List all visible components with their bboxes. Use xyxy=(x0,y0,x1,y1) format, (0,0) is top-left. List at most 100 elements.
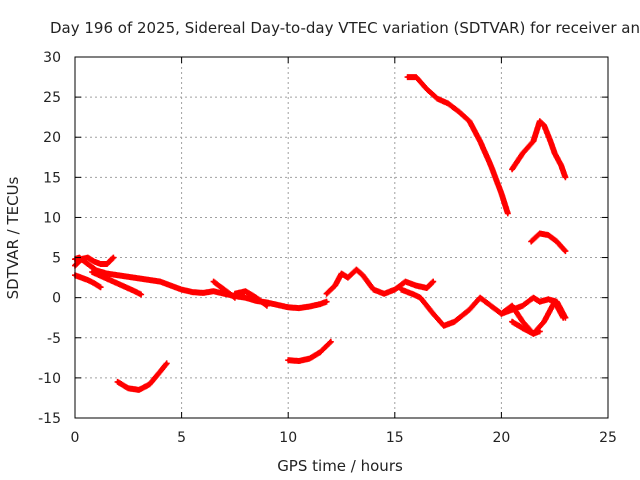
data-point xyxy=(403,280,407,284)
data-point xyxy=(190,290,194,294)
data-point xyxy=(542,320,546,324)
data-point xyxy=(137,276,141,280)
data-point xyxy=(431,280,435,284)
data-point xyxy=(406,75,410,79)
x-tick-label: 15 xyxy=(386,430,404,446)
data-point xyxy=(297,359,301,363)
series-markers xyxy=(323,266,437,297)
data-point xyxy=(489,304,493,308)
data-point xyxy=(101,275,105,279)
data-point xyxy=(201,291,205,295)
data-point xyxy=(105,262,109,266)
data-point xyxy=(555,300,559,304)
data-point xyxy=(467,119,471,123)
x-tick-label: 5 xyxy=(177,430,186,446)
data-point xyxy=(265,304,269,308)
data-point xyxy=(90,270,94,274)
series-markers xyxy=(114,360,170,393)
data-point xyxy=(531,296,535,300)
x-tick-label: 0 xyxy=(71,430,80,446)
data-point xyxy=(431,312,435,316)
data-point xyxy=(457,110,461,114)
series-markers xyxy=(285,338,334,364)
data-point xyxy=(559,163,563,167)
series-arc-8 xyxy=(285,338,334,364)
data-point xyxy=(92,281,96,285)
data-point xyxy=(233,296,237,300)
series-arc-13 xyxy=(528,230,569,255)
data-point xyxy=(478,296,482,300)
data-series xyxy=(72,74,569,393)
data-point xyxy=(393,288,397,292)
y-tick-label: -5 xyxy=(47,331,61,347)
data-point xyxy=(542,123,546,127)
data-point xyxy=(212,280,216,284)
data-point xyxy=(212,289,216,293)
data-point xyxy=(122,284,126,288)
series-markers xyxy=(509,118,569,181)
data-point xyxy=(425,87,429,91)
data-point xyxy=(555,240,559,244)
data-point xyxy=(92,260,96,264)
data-point xyxy=(133,289,137,293)
data-point xyxy=(99,285,103,289)
data-point xyxy=(563,175,567,179)
data-point xyxy=(308,357,312,361)
plot-frame xyxy=(74,56,609,419)
data-point xyxy=(111,256,115,260)
data-point xyxy=(158,280,162,284)
data-point xyxy=(165,361,169,365)
data-point xyxy=(244,289,248,293)
data-point xyxy=(361,273,365,277)
y-tick-label: 5 xyxy=(52,251,61,267)
series-arc-14 xyxy=(498,294,569,321)
data-point xyxy=(297,306,301,310)
data-point xyxy=(329,340,333,344)
data-point xyxy=(510,320,514,324)
data-point xyxy=(318,350,322,354)
y-axis-title: SDTVAR / TECUs xyxy=(4,176,22,299)
data-point xyxy=(538,329,542,333)
data-point xyxy=(325,300,329,304)
data-point xyxy=(399,288,403,292)
data-point xyxy=(499,191,503,195)
data-point xyxy=(79,276,83,280)
data-point xyxy=(489,163,493,167)
data-point xyxy=(410,292,414,296)
data-point xyxy=(126,275,130,279)
y-tick-label: -10 xyxy=(38,371,61,387)
data-point xyxy=(86,256,90,260)
data-point xyxy=(529,240,533,244)
data-point xyxy=(340,272,343,276)
data-point xyxy=(510,308,514,312)
data-point xyxy=(244,296,248,300)
data-point xyxy=(79,257,83,261)
series-markers xyxy=(404,74,511,217)
y-tick-label: 0 xyxy=(52,291,61,307)
series-arc-10 xyxy=(398,286,567,337)
series-arc-9 xyxy=(323,266,437,297)
chart-title: Day 196 of 2025, Sidereal Day-to-day VTE… xyxy=(50,19,640,37)
data-point xyxy=(425,286,429,290)
y-tick-label: 10 xyxy=(43,210,61,226)
y-tick-label: 20 xyxy=(43,130,61,146)
data-point xyxy=(546,233,550,237)
data-point xyxy=(354,268,358,272)
data-point xyxy=(521,320,525,324)
data-point xyxy=(563,249,567,253)
data-point xyxy=(521,151,525,155)
series-arc-15 xyxy=(509,318,543,337)
data-point xyxy=(563,316,567,320)
axis-ticks: 0 5 10 15 20 25 -15 -10 -5 0 5 10 15 20 25 30 xyxy=(38,50,617,446)
data-point xyxy=(139,292,143,296)
data-point xyxy=(553,151,557,155)
grid-lines xyxy=(75,57,608,418)
data-point xyxy=(538,119,542,123)
x-tick-label: 10 xyxy=(279,430,297,446)
data-point xyxy=(418,296,422,300)
data-point xyxy=(478,139,482,143)
y-tick-label: 15 xyxy=(43,170,61,186)
data-point xyxy=(531,139,535,143)
data-point xyxy=(510,167,514,171)
